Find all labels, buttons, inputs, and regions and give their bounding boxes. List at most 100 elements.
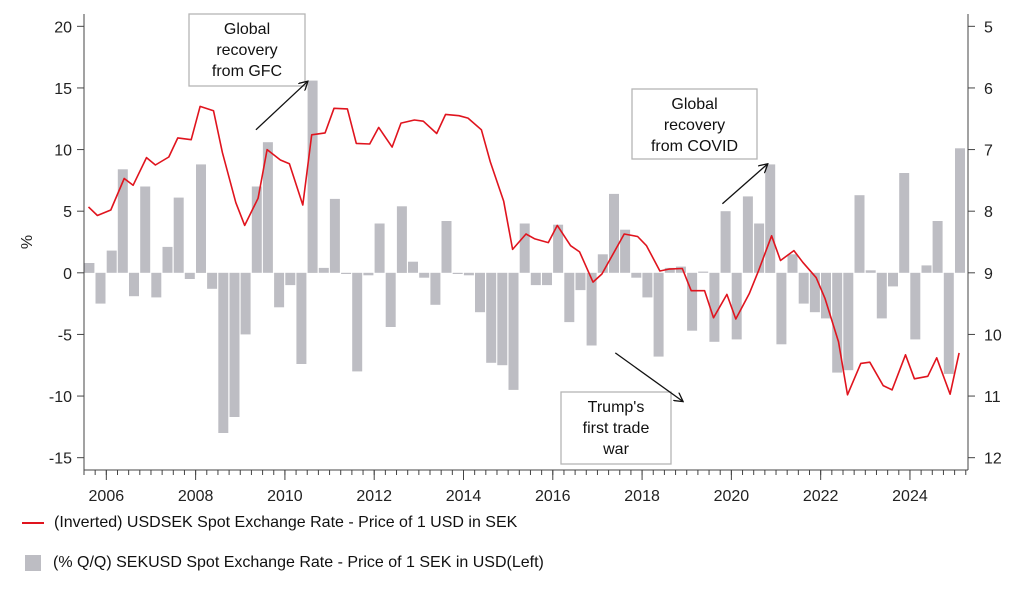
- bar-51: [653, 272, 664, 357]
- bar-77: [943, 272, 954, 374]
- bar-17: [274, 272, 285, 308]
- annotation-text-line: first trade: [583, 420, 650, 437]
- y-left-tick-label: 15: [54, 81, 72, 98]
- x-tick-label: 2024: [892, 488, 928, 505]
- legend-swatch-bar: [25, 555, 41, 571]
- bar-47: [609, 193, 619, 273]
- x-tick-label: 2006: [89, 488, 125, 505]
- bar-42: [553, 224, 564, 273]
- bar-76: [932, 221, 943, 273]
- bar-65: [809, 272, 820, 313]
- bar-10: [196, 164, 206, 273]
- bar-3: [117, 169, 128, 273]
- bar-20: [307, 80, 318, 273]
- bar-33: [452, 272, 463, 274]
- bar-45: [586, 272, 597, 346]
- bar-68: [843, 272, 854, 371]
- bar-53: [675, 266, 686, 273]
- annotation-1: Global recovery from COVID: [631, 88, 767, 205]
- bar-15: [251, 186, 262, 273]
- bar-30: [419, 272, 430, 278]
- annotation-arrow: [721, 164, 767, 205]
- bar-49: [631, 272, 642, 278]
- annotation-box: [560, 391, 672, 465]
- legend-item-line: (Inverted) USDSEK Spot Exchange Rate - P…: [22, 514, 517, 532]
- bar-8: [173, 197, 184, 273]
- bar-series: [84, 80, 965, 433]
- legend-item-bar: (% Q/Q) SEKUSD Spot Exchange Rate - Pric…: [22, 554, 544, 572]
- bar-12: [218, 272, 229, 433]
- bar-37: [497, 272, 508, 366]
- annotation-text-line: Global: [224, 21, 270, 38]
- y-left-tick-label: 10: [54, 143, 72, 160]
- x-tick-label: 2022: [803, 488, 839, 505]
- bar-60: [754, 223, 765, 273]
- annotation-text-line: war: [602, 441, 629, 458]
- y-right-tick-label: 12: [984, 451, 1002, 468]
- annotation-0: Global recovery from GFC: [188, 13, 307, 131]
- bar-52: [664, 267, 675, 273]
- bar-74: [910, 272, 921, 340]
- bar-16: [262, 142, 273, 273]
- usdsek-line: [87, 105, 960, 396]
- annotation-text-line: Trump's: [588, 399, 645, 416]
- annotation-text-line: Global: [671, 96, 717, 113]
- bar-66: [821, 272, 831, 319]
- bar-28: [396, 206, 407, 273]
- line-series: [87, 105, 960, 396]
- bar-71: [876, 272, 887, 319]
- bar-64: [798, 272, 809, 304]
- bar-35: [475, 272, 485, 313]
- bar-32: [441, 221, 452, 273]
- annotation-text-line: from COVID: [651, 138, 738, 155]
- bar-73: [899, 173, 910, 273]
- bar-46: [597, 254, 608, 273]
- y-right-tick-label: 8: [984, 204, 993, 221]
- y-right-tick-label: 11: [984, 389, 1001, 406]
- bar-21: [318, 267, 329, 273]
- bar-62: [776, 272, 787, 345]
- bar-75: [921, 265, 932, 273]
- bar-69: [854, 195, 865, 273]
- bar-19: [296, 272, 307, 364]
- bar-27: [385, 272, 396, 327]
- bar-18: [285, 272, 296, 286]
- y-right-tick-label: 6: [984, 81, 993, 98]
- bar-59: [742, 196, 753, 273]
- legend-label-line: (Inverted) USDSEK Spot Exchange Rate - P…: [54, 514, 518, 531]
- bar-25: [363, 272, 374, 276]
- bar-5: [140, 186, 151, 273]
- bar-67: [832, 272, 843, 373]
- y-right-tick-label: 10: [984, 327, 1002, 344]
- y-axis-label-left: %: [19, 235, 36, 249]
- bar-72: [888, 272, 898, 287]
- bar-7: [162, 246, 173, 273]
- x-tick-label: 2016: [535, 488, 571, 505]
- legend-swatch-line: [22, 522, 44, 524]
- bar-26: [374, 223, 385, 273]
- legend-label-bar: (% Q/Q) SEKUSD Spot Exchange Rate - Pric…: [53, 554, 544, 571]
- annotation-text-line: from GFC: [212, 63, 282, 80]
- bar-41: [542, 272, 552, 286]
- bar-9: [184, 272, 195, 279]
- y-left-tick-label: 0: [63, 266, 72, 283]
- bar-29: [408, 261, 418, 273]
- bar-6: [151, 272, 162, 298]
- annotation-text-line: recovery: [664, 117, 725, 134]
- y-right-tick-label: 5: [984, 19, 993, 36]
- bar-50: [642, 272, 653, 298]
- y-right-tick-label: 9: [984, 266, 993, 283]
- bar-48: [620, 229, 631, 273]
- y-left-tick-label: 5: [63, 204, 72, 221]
- bar-40: [530, 272, 541, 286]
- bar-14: [240, 272, 251, 335]
- bar-0: [84, 263, 95, 273]
- bar-58: [731, 272, 742, 340]
- bar-78: [955, 148, 965, 273]
- bar-24: [352, 272, 363, 372]
- bar-4: [129, 272, 139, 297]
- annotation-box: [188, 13, 306, 87]
- bar-70: [865, 270, 876, 273]
